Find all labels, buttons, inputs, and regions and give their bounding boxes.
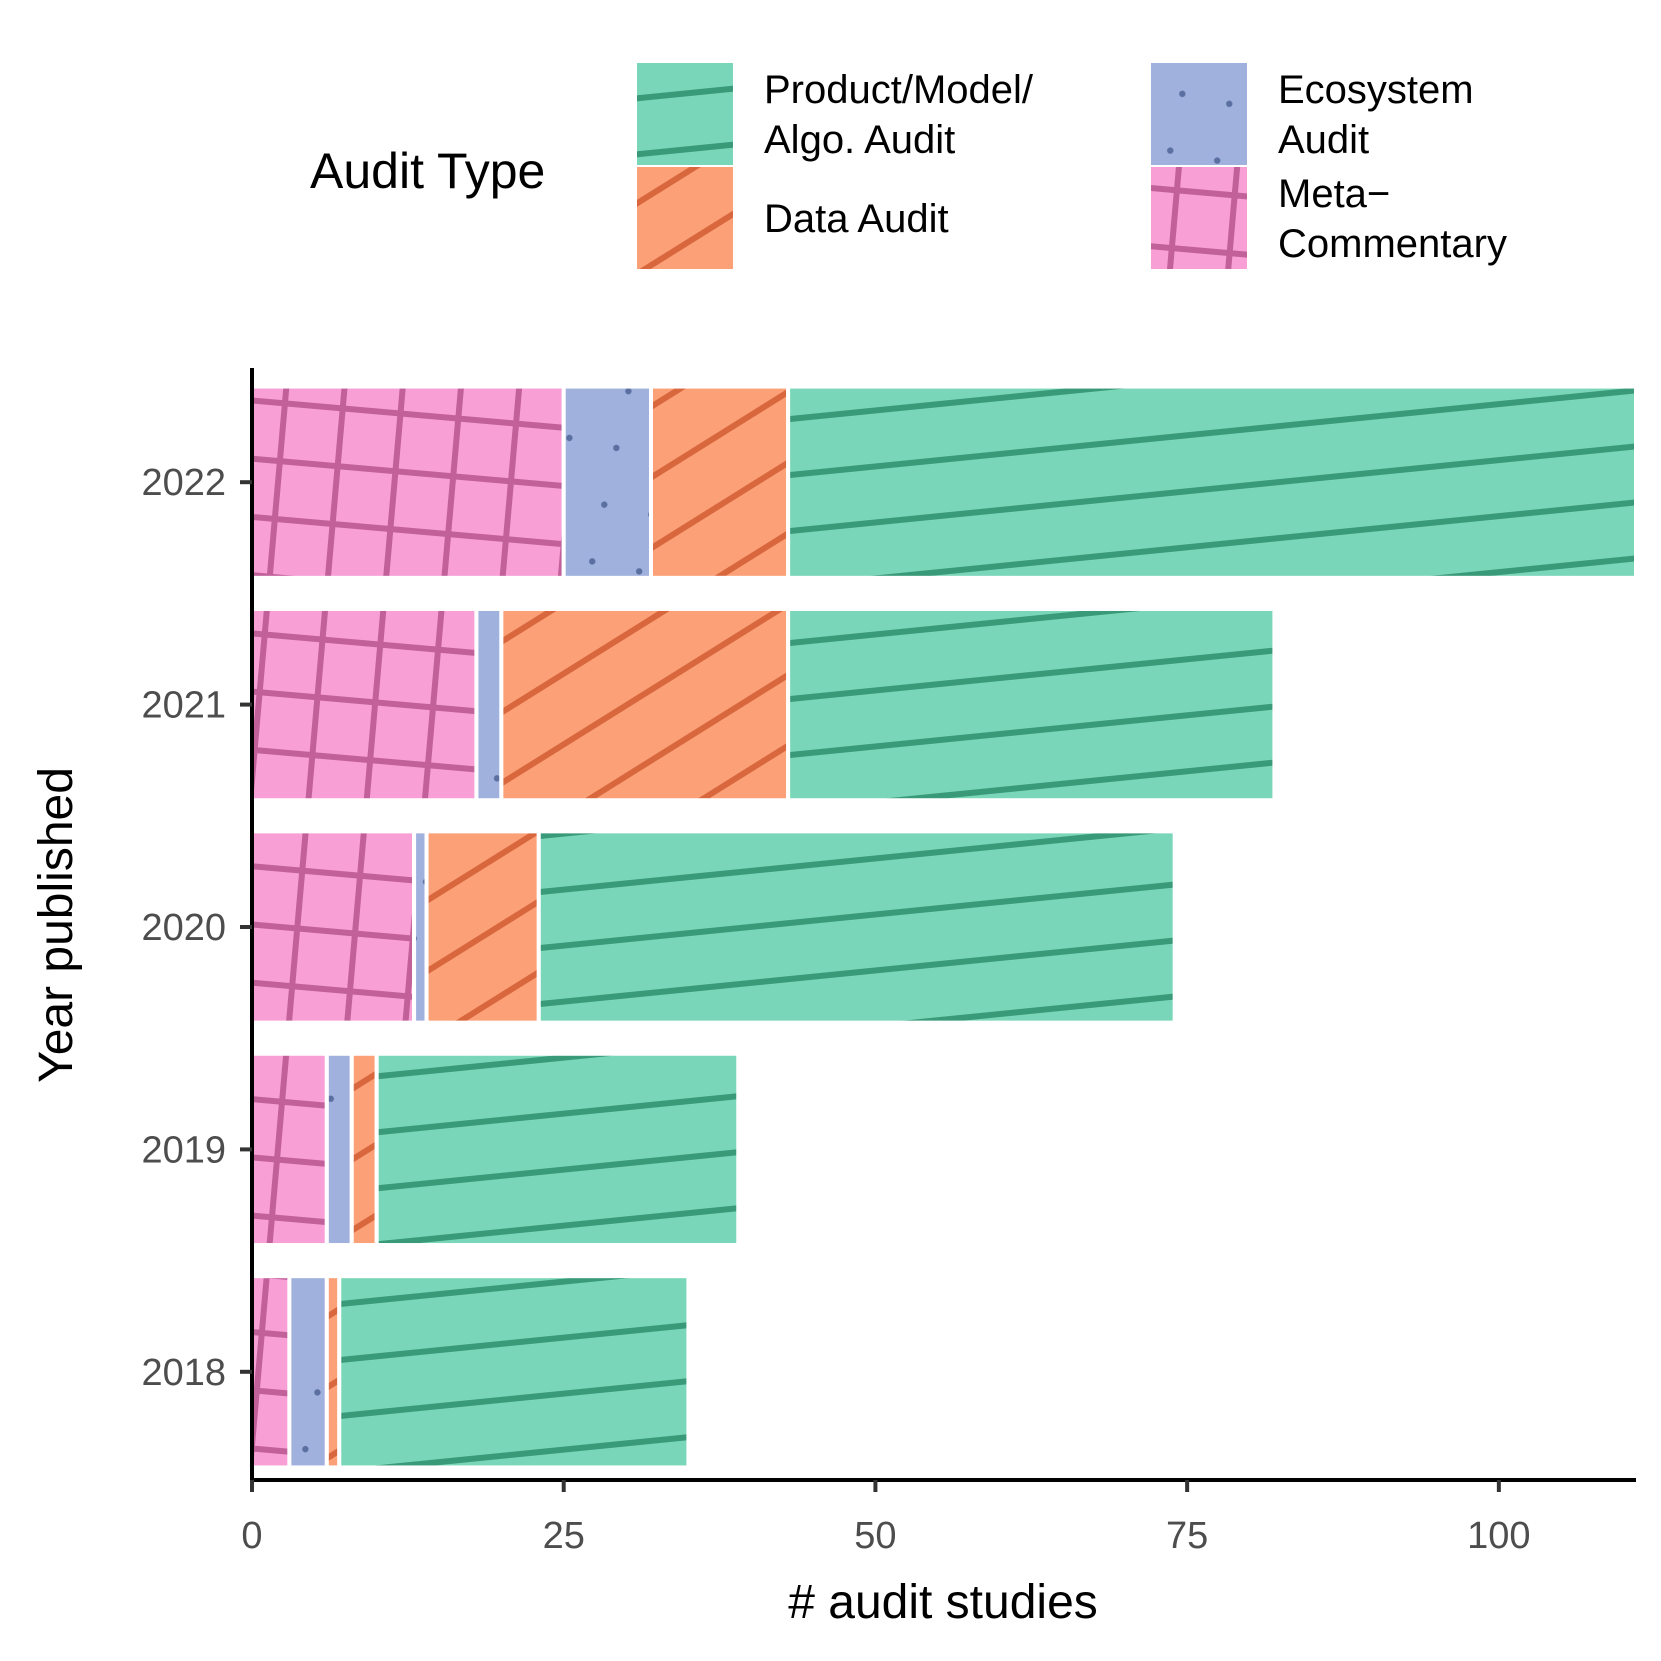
x-tick-label: 75 [1166, 1515, 1208, 1557]
bar-2020-data-audit [424, 829, 541, 1025]
bar-2021-product-model-algo-audit [786, 606, 1277, 803]
legend-item-data-audit: Data Audit [635, 165, 949, 271]
bar-2021-ecosystem-audit [474, 606, 504, 803]
bars [250, 384, 1638, 1470]
y-axis-ticks: 2018 2019 2020 2021 2022 [141, 462, 252, 1394]
x-tick-label: 100 [1467, 1515, 1530, 1557]
legend-label-ecosystem-audit: Ecosystem Audit [1278, 68, 1474, 162]
bar-2022-meta-commentary [250, 384, 566, 580]
bar-2019-product-model-algo-audit [374, 1051, 741, 1248]
bar-2021-data-audit [499, 606, 791, 803]
bar-2018-product-model-algo-audit [337, 1274, 691, 1470]
legend-item-ecosystem-audit: Ecosystem Audit [1149, 61, 1474, 167]
y-tick-label: 2020 [141, 907, 226, 949]
legend-item-meta-commentary: Meta− Commentary [1149, 165, 1507, 271]
y-axis-title: Year published [30, 767, 83, 1083]
bar-2020-product-model-algo-audit [536, 829, 1177, 1025]
y-tick-label: 2018 [141, 1352, 226, 1394]
legend-item-product-model-algo-audit: Product/Model/Algo. Audit [635, 61, 1034, 167]
legend-label-meta-commentary: Meta− Commentary [1278, 172, 1507, 266]
x-axis-title: # audit studies [788, 1576, 1098, 1629]
bar-2022-data-audit [648, 384, 791, 580]
bar-2021-meta-commentary [250, 606, 479, 803]
bar-2022-ecosystem-audit [561, 384, 653, 580]
legend-label-data-audit: Data Audit [764, 197, 949, 241]
bar-2020-meta-commentary [250, 829, 417, 1025]
bar-2018-meta-commentary [250, 1274, 292, 1470]
legend-key-meta-commentary [1149, 165, 1249, 271]
bar-2019-data-audit [349, 1051, 379, 1248]
legend-title: Audit Type [310, 143, 545, 199]
legend-key-product-model-algo-audit [635, 61, 735, 167]
y-tick-label: 2019 [141, 1129, 226, 1171]
legend: Audit Type Product/Model/Algo. Audit Data… [310, 61, 1507, 271]
x-tick-label: 25 [543, 1515, 585, 1557]
y-tick-label: 2022 [141, 462, 226, 504]
bar-2018-ecosystem-audit [287, 1274, 329, 1470]
legend-key-ecosystem-audit [1149, 61, 1249, 167]
x-tick-label: 0 [241, 1515, 262, 1557]
x-tick-label: 50 [854, 1515, 896, 1557]
legend-label-product-model-algo-audit: Product/Model/Algo. Audit [764, 68, 1034, 162]
y-tick-label: 2021 [141, 685, 226, 727]
bar-2022-product-model-algo-audit [786, 384, 1638, 580]
bar-2019-ecosystem-audit [324, 1051, 354, 1248]
bar-2019-meta-commentary [250, 1051, 329, 1248]
x-axis-ticks: 0 25 50 75 100 [241, 1480, 1531, 1557]
legend-key-data-audit [635, 165, 735, 271]
